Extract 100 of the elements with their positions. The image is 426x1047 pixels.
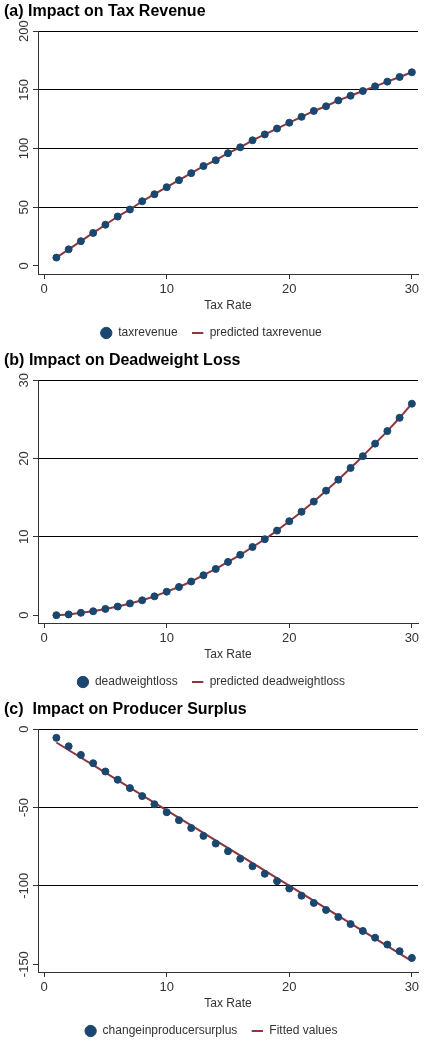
point	[52, 253, 61, 262]
point	[322, 905, 331, 914]
y-tick-label: 10	[15, 529, 31, 545]
point	[224, 149, 232, 158]
chart-title: (b) Impact on Deadweight Loss	[4, 351, 241, 369]
point	[125, 205, 134, 214]
point	[248, 862, 257, 871]
point	[199, 571, 208, 580]
point	[322, 102, 331, 111]
point	[371, 933, 380, 942]
point	[125, 599, 134, 608]
point	[174, 582, 183, 591]
point	[113, 775, 122, 784]
point	[297, 112, 306, 121]
y-tick-label: 150	[15, 79, 31, 101]
x-axis-title: Tax Rate	[204, 996, 252, 1011]
legend-label: taxrevenue	[118, 325, 178, 340]
point	[285, 884, 294, 893]
x-axis-title: Tax Rate	[204, 298, 252, 313]
x-tick-label: 20	[282, 281, 297, 297]
point	[334, 96, 343, 105]
point	[407, 399, 416, 408]
point	[211, 564, 220, 573]
point	[383, 77, 392, 86]
point	[125, 784, 134, 793]
y-tick-label: 30	[15, 372, 31, 388]
chart-title: (c) Impact on Producer Surplus	[4, 700, 247, 718]
point	[309, 898, 318, 907]
point	[334, 913, 343, 922]
x-tick-label: 30	[404, 630, 420, 646]
point	[248, 543, 257, 552]
x-axis-title: Tax Rate	[204, 647, 252, 662]
point	[297, 891, 306, 900]
x-tick-label: 30	[404, 281, 420, 297]
legend-label: deadweightloss	[94, 674, 178, 689]
y-tick-label: 50	[15, 199, 31, 215]
y-tick-label: 0	[15, 725, 31, 733]
point	[297, 507, 306, 516]
y-tick-label: -150	[15, 951, 31, 978]
y-tick-label: -100	[15, 872, 31, 899]
y-tick-label: 0	[15, 611, 31, 619]
x-tick-label: 0	[40, 630, 48, 646]
point	[224, 557, 232, 566]
point	[371, 82, 380, 91]
legend-label: Fitted values	[269, 1023, 338, 1038]
y-tick-label: 100	[15, 137, 31, 160]
legend-label: predicted deadweightloss	[209, 674, 346, 689]
legend-label: predicted taxrevenue	[209, 325, 323, 340]
chart-title: (a) Impact on Tax Revenue	[4, 2, 206, 20]
point	[383, 940, 392, 949]
point	[236, 550, 245, 559]
point	[138, 792, 147, 801]
point	[138, 596, 147, 605]
x-tick-label: 10	[159, 630, 174, 646]
point	[52, 611, 61, 620]
point	[199, 831, 208, 840]
y-tick-label: 0	[15, 262, 31, 270]
point	[89, 759, 98, 768]
point	[76, 608, 85, 617]
point	[150, 592, 159, 601]
x-tick-label: 10	[159, 979, 174, 995]
point	[101, 767, 110, 776]
point	[260, 869, 269, 878]
point	[334, 475, 343, 484]
point	[395, 413, 404, 422]
point	[199, 162, 208, 171]
point	[358, 452, 367, 461]
point	[187, 824, 196, 833]
point	[101, 604, 110, 613]
x-tick-label: 0	[40, 979, 48, 995]
point	[224, 847, 232, 856]
point	[89, 607, 98, 616]
point	[285, 517, 294, 526]
point	[358, 87, 367, 96]
point	[211, 839, 220, 848]
point	[285, 118, 294, 127]
point	[407, 953, 416, 962]
x-tick-label: 10	[159, 281, 174, 297]
point	[260, 535, 269, 544]
x-tick-label: 20	[282, 979, 297, 995]
point	[76, 237, 85, 246]
point	[371, 439, 380, 448]
point	[187, 577, 196, 586]
point	[187, 169, 196, 178]
point	[358, 926, 367, 935]
point	[150, 800, 159, 809]
point	[174, 816, 183, 825]
x-tick-label: 30	[404, 979, 420, 995]
point	[383, 427, 392, 436]
x-tick-label: 20	[282, 630, 297, 646]
point	[236, 143, 245, 152]
point	[395, 72, 404, 81]
y-tick-label: -50	[15, 798, 31, 817]
point	[113, 212, 122, 221]
point	[162, 808, 171, 817]
point	[273, 877, 282, 886]
point	[211, 156, 220, 165]
y-tick-label: 200	[15, 20, 31, 43]
point	[260, 130, 269, 139]
point	[89, 228, 98, 237]
